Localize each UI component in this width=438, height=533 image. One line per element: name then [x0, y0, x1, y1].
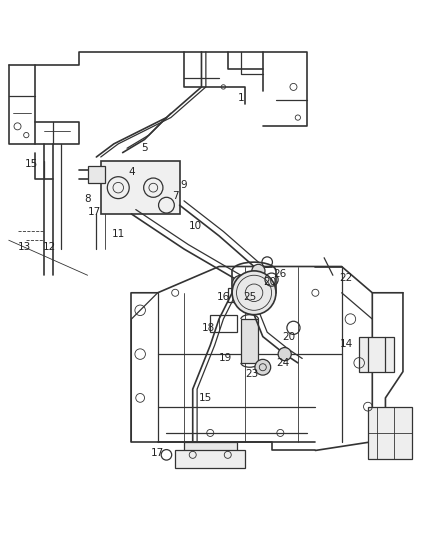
Text: 15: 15: [25, 159, 38, 168]
Text: 16: 16: [217, 292, 230, 302]
Bar: [228, 288, 245, 302]
Text: 23: 23: [245, 369, 258, 379]
Text: 20: 20: [263, 277, 276, 287]
Circle shape: [278, 348, 291, 361]
Text: 9: 9: [180, 181, 187, 190]
Bar: [368, 407, 412, 459]
Text: 17: 17: [151, 448, 164, 458]
Bar: [101, 161, 180, 214]
Text: 11: 11: [112, 229, 125, 239]
Text: 22: 22: [339, 273, 353, 284]
Circle shape: [255, 359, 271, 375]
Text: 24: 24: [276, 358, 289, 368]
Circle shape: [252, 264, 265, 278]
Text: 1: 1: [237, 93, 244, 103]
Text: 26: 26: [274, 269, 287, 279]
Text: 14: 14: [339, 339, 353, 349]
Text: 10: 10: [188, 221, 201, 231]
Text: 4: 4: [128, 167, 135, 177]
Bar: [210, 314, 237, 332]
Bar: [88, 166, 105, 183]
Text: 19: 19: [219, 353, 232, 364]
Text: 12: 12: [43, 242, 56, 252]
Bar: [175, 450, 245, 468]
Text: 5: 5: [141, 143, 148, 154]
Circle shape: [232, 275, 250, 293]
Bar: [359, 336, 394, 372]
Text: 17: 17: [88, 207, 101, 217]
Text: 7: 7: [172, 191, 179, 201]
Text: 15: 15: [199, 393, 212, 403]
Bar: [241, 319, 258, 363]
Text: 18: 18: [201, 323, 215, 333]
Bar: [184, 442, 237, 459]
Text: 13: 13: [18, 242, 31, 252]
Circle shape: [232, 271, 276, 314]
Text: 8: 8: [84, 193, 91, 204]
Text: 20: 20: [283, 332, 296, 342]
Text: 25: 25: [243, 292, 256, 302]
